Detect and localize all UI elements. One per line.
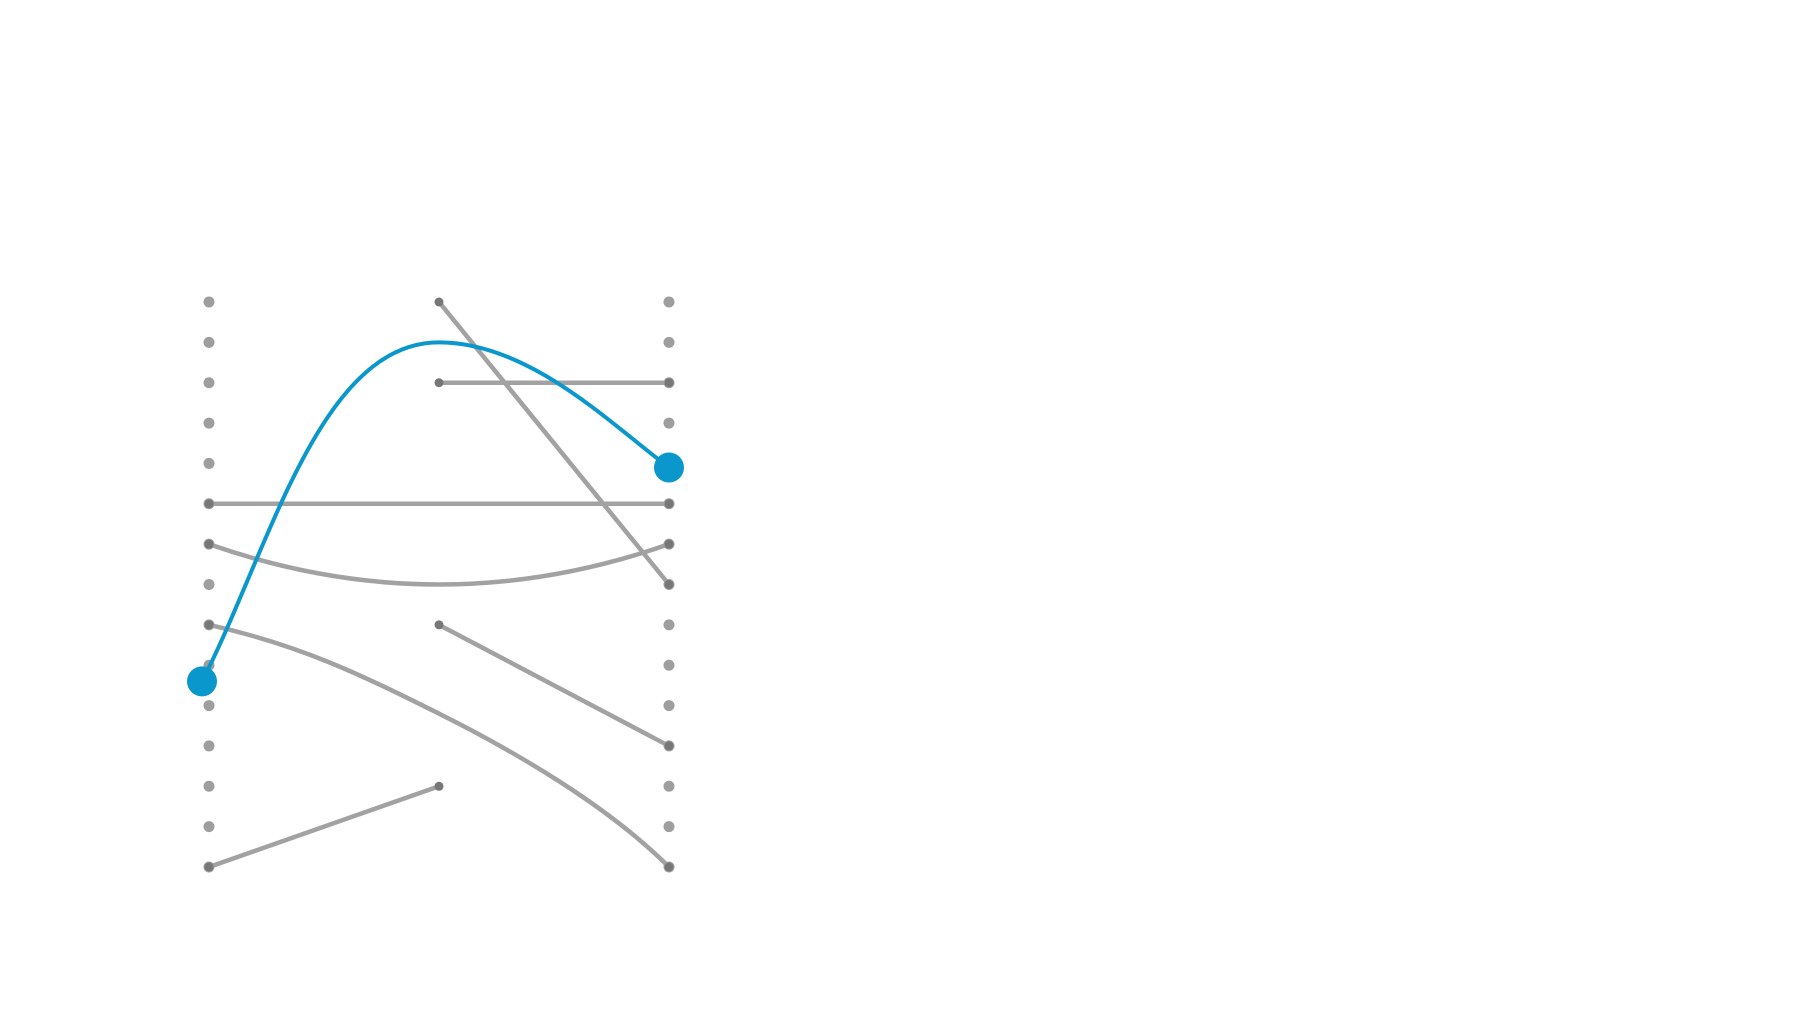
link-3-start <box>204 862 214 872</box>
highlight-layer <box>187 340 684 697</box>
left-column-dot-7 <box>203 579 215 590</box>
link-1 <box>206 541 672 587</box>
left-column-dot-13 <box>203 821 215 833</box>
link-1-end <box>664 539 674 549</box>
left-column-dot-0 <box>203 296 215 308</box>
right-column-dot-9 <box>663 659 675 671</box>
link-0-start <box>204 499 214 509</box>
endpoints-layer <box>204 297 674 872</box>
link-1-start <box>204 539 214 549</box>
highlight-start-node <box>187 666 217 697</box>
link-6 <box>436 622 672 749</box>
link-5-start <box>434 378 444 388</box>
link-3 <box>206 784 442 870</box>
left-column-dot-1 <box>203 336 215 348</box>
link-6-end <box>664 741 674 751</box>
right-column-dot-12 <box>663 780 675 792</box>
link-5-end <box>664 378 674 388</box>
link-0-end <box>664 499 674 509</box>
right-column-dot-8 <box>663 619 675 631</box>
left-column-dot-12 <box>203 780 215 792</box>
link-6-start <box>434 620 444 630</box>
right-column-dot-1 <box>663 336 675 348</box>
right-column-dot-0 <box>663 296 675 308</box>
highlight-end-node <box>654 452 684 483</box>
right-column-dot-13 <box>663 821 675 833</box>
left-column-dot-10 <box>203 700 215 712</box>
right-column-dot-10 <box>663 700 675 712</box>
left-column-dot-2 <box>203 377 215 389</box>
highlight-path <box>200 340 671 684</box>
left-column-dot-11 <box>203 740 215 752</box>
link-2 <box>206 622 672 870</box>
link-4-start <box>434 297 444 307</box>
link-3-end <box>434 781 444 791</box>
link-4-end <box>664 580 674 589</box>
link-2-end <box>664 862 674 872</box>
link-2-start <box>204 620 214 630</box>
right-column-dot-3 <box>663 417 675 429</box>
left-column-dot-3 <box>203 417 215 429</box>
left-column-dot-4 <box>203 457 215 469</box>
